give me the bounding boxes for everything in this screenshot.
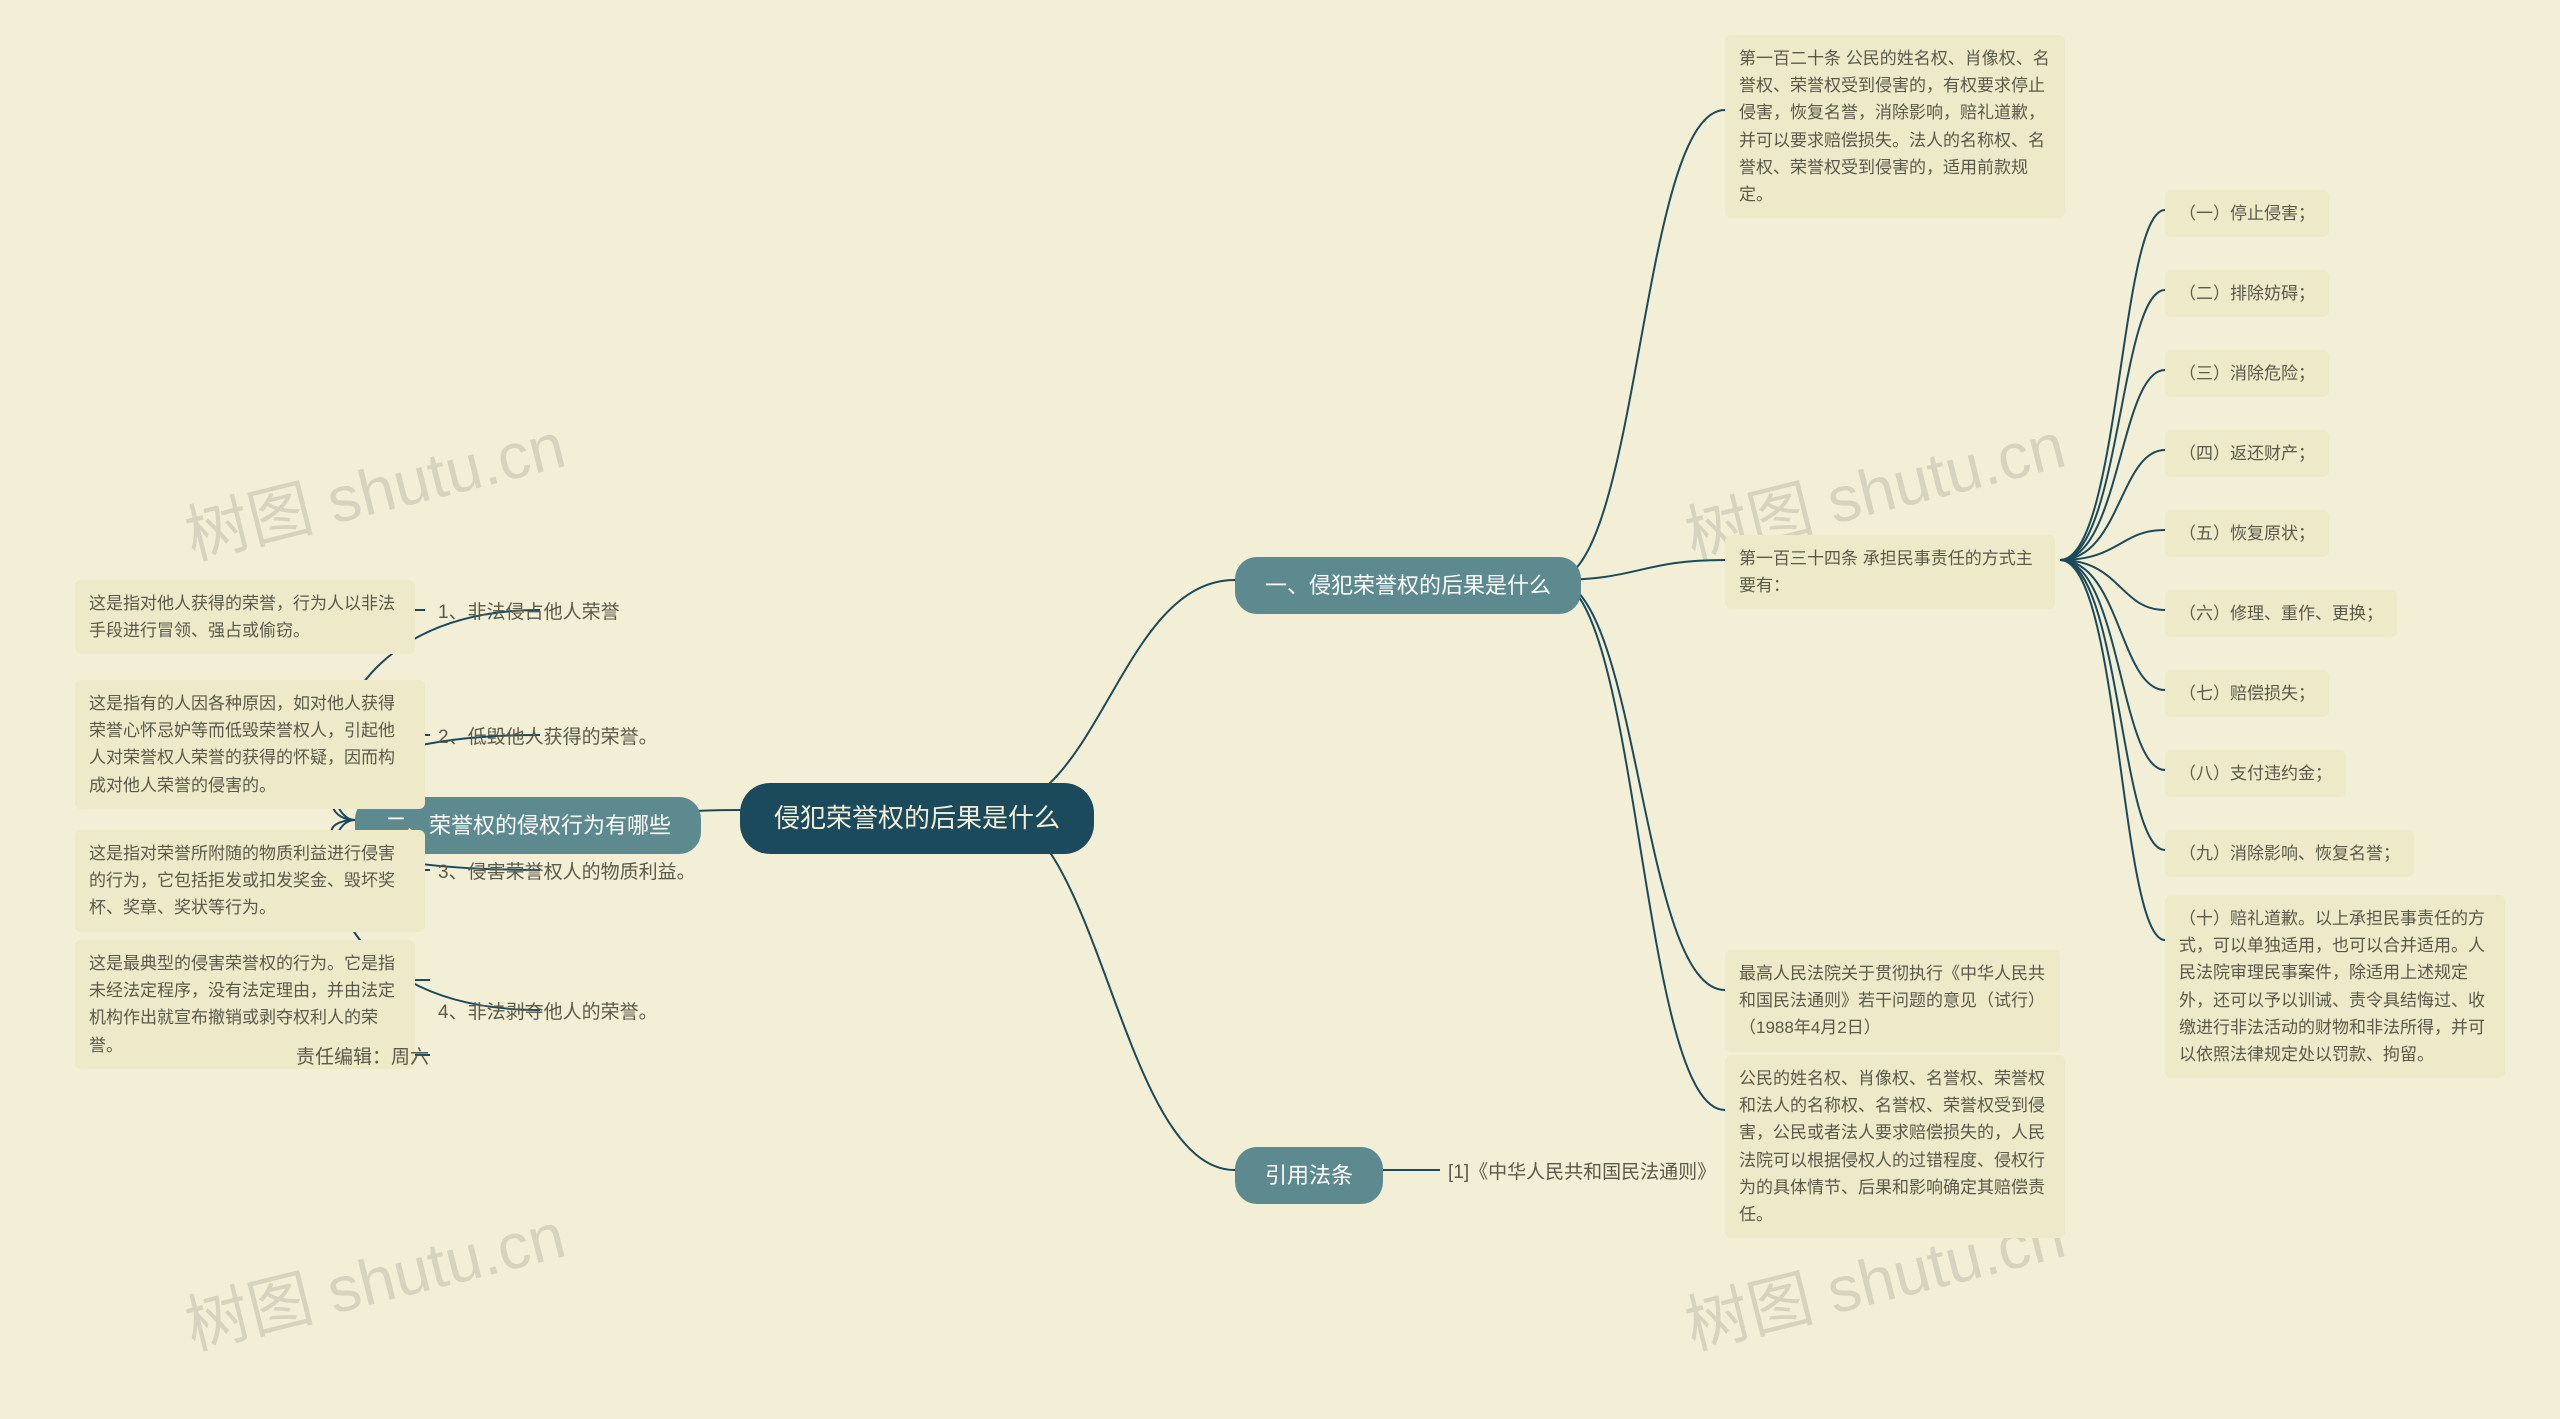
leaf-remedy-9: （九）消除影响、恢复名誉；: [2165, 830, 2414, 877]
leaf-defame: 这是指有的人因各种原因，如对他人获得荣誉心怀忌妒等而低毁荣誉权人，引起他人对荣誉…: [75, 680, 425, 809]
leaf-remedy-3: （三）消除危险；: [2165, 350, 2329, 397]
leaf-material-harm: 这是指对荣誉所附随的物质利益进行侵害的行为，它包括拒发或扣发奖金、毁坏奖杯、奖章…: [75, 830, 425, 932]
leaf-remedy-4: （四）返还财产；: [2165, 430, 2329, 477]
leaf-article-120: 第一百二十条 公民的姓名权、肖像权、名誉权、荣誉权受到侵害的，有权要求停止侵害，…: [1725, 35, 2065, 218]
branch-consequence: 一、侵犯荣誉权的后果是什么: [1235, 557, 1581, 614]
leaf-remedy-10: （十）赔礼道歉。以上承担民事责任的方式，可以单独适用，也可以合并适用。人民法院审…: [2165, 895, 2505, 1078]
leaf-remedy-1: （一）停止侵害；: [2165, 190, 2329, 237]
leaf-remedy-7: （七）赔偿损失；: [2165, 670, 2329, 717]
leaf-remedy-5: （五）恢复原状；: [2165, 510, 2329, 557]
watermark: 树图 shutu.cn: [175, 394, 573, 577]
sub-illegal-occupy: 1、非法侵占他人荣誉: [430, 595, 628, 632]
sub-defame: 2、低毁他人获得的荣誉。: [430, 720, 666, 757]
branch-citation: 引用法条: [1235, 1147, 1383, 1204]
center-node: 侵犯荣誉权的后果是什么: [740, 783, 1094, 854]
leaf-editor: 责任编辑：周六: [288, 1040, 437, 1077]
sub-material-harm: 3、侵害荣誉权人的物质利益。: [430, 855, 704, 892]
leaf-remedy-6: （六）修理、重作、更换；: [2165, 590, 2397, 637]
sub-illegal-deprive: 4、非法剥夺他人的荣誉。: [430, 995, 666, 1032]
leaf-remedy-2: （二）排除妨碍；: [2165, 270, 2329, 317]
leaf-remedy-8: （八）支付违约金；: [2165, 750, 2346, 797]
watermark: 树图 shutu.cn: [175, 1184, 573, 1367]
leaf-supreme-opinion: 最高人民法院关于贯彻执行《中华人民共和国民法通则》若干问题的意见（试行）（198…: [1725, 950, 2060, 1052]
leaf-article-134: 第一百三十四条 承担民事责任的方式主要有：: [1725, 535, 2055, 609]
leaf-citation-1: [1]《中华人民共和国民法通则》: [1440, 1155, 1724, 1192]
leaf-citizen-rights: 公民的姓名权、肖像权、名誉权、荣誉权和法人的名称权、名誉权、荣誉权受到侵害，公民…: [1725, 1055, 2065, 1238]
leaf-illegal-occupy: 这是指对他人获得的荣誉，行为人以非法手段进行冒领、强占或偷窃。: [75, 580, 415, 654]
